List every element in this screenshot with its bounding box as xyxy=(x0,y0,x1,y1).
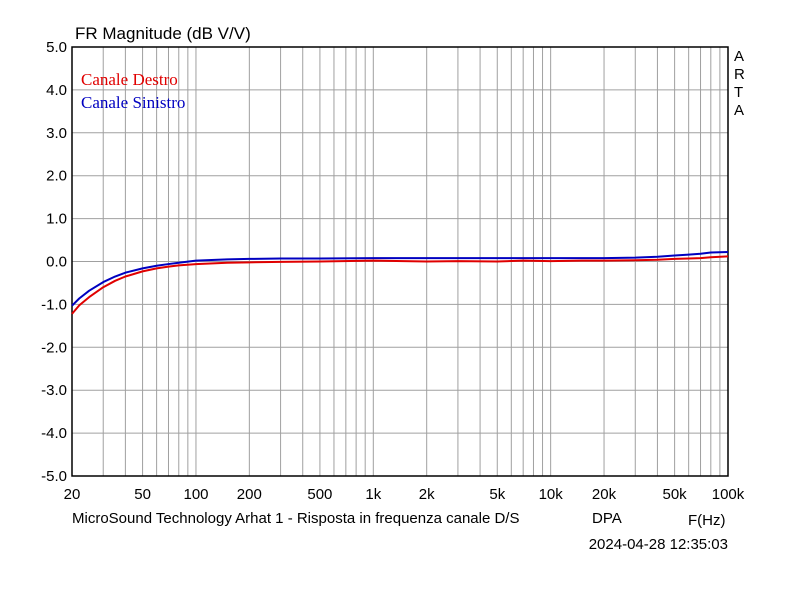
series-line-sinistro xyxy=(71,251,729,307)
y-tick-label: -3.0 xyxy=(41,382,67,399)
y-tick-label: 5.0 xyxy=(46,39,67,56)
side-letter: T xyxy=(734,84,743,101)
footer-caption: MicroSound Technology Arhat 1 - Risposta… xyxy=(72,510,519,527)
side-letter: R xyxy=(734,66,745,83)
y-tick-label: 4.0 xyxy=(46,82,67,99)
legend-entry-destro: Canale Destro xyxy=(81,70,178,89)
x-axis-label: F(Hz) xyxy=(688,512,726,529)
arta-side-label: A R T A xyxy=(734,48,745,119)
x-tick-label: 20k xyxy=(592,486,617,503)
y-tick-label: 3.0 xyxy=(46,125,67,142)
footer-timestamp: 2024-04-28 12:35:03 xyxy=(589,536,728,553)
x-tick-label: 200 xyxy=(237,486,262,503)
x-tick-label: 1k xyxy=(365,486,381,503)
y-tick-label: -1.0 xyxy=(41,296,67,313)
x-tick-label: 2k xyxy=(419,486,435,503)
y-tick-label: 1.0 xyxy=(46,211,67,228)
footer-mode: DPA xyxy=(592,510,622,527)
x-tick-label: 100k xyxy=(712,486,745,503)
x-tick-label: 10k xyxy=(539,486,564,503)
x-tick-label: 50k xyxy=(663,486,688,503)
y-tick-labels: 5.0 4.0 3.0 2.0 1.0 0.0 -1.0 -2.0 -3.0 -4.0 -5.0 xyxy=(41,39,67,485)
chart-title: FR Magnitude (dB V/V) xyxy=(75,24,251,43)
y-tick-label: -4.0 xyxy=(41,425,67,442)
x-tick-labels: 20 50 100 200 500 1k 2k 5k 10k 20k 50k 100k xyxy=(64,486,745,503)
side-letter: A xyxy=(734,102,744,119)
y-tick-label: -2.0 xyxy=(41,339,67,356)
x-tick-label: 100 xyxy=(183,486,208,503)
x-tick-label: 5k xyxy=(489,486,505,503)
series-line-destro xyxy=(71,255,729,315)
x-tick-label: 20 xyxy=(64,486,81,503)
series-layer xyxy=(71,251,729,315)
legend-entry-sinistro: Canale Sinistro xyxy=(81,93,185,112)
y-tick-label: 0.0 xyxy=(46,254,67,271)
y-tick-label: 2.0 xyxy=(46,168,67,185)
plot-frame xyxy=(71,46,729,477)
side-letter: A xyxy=(734,48,744,65)
x-tick-label: 500 xyxy=(307,486,332,503)
y-tick-label: -5.0 xyxy=(41,468,67,485)
x-tick-label: 50 xyxy=(134,486,151,503)
